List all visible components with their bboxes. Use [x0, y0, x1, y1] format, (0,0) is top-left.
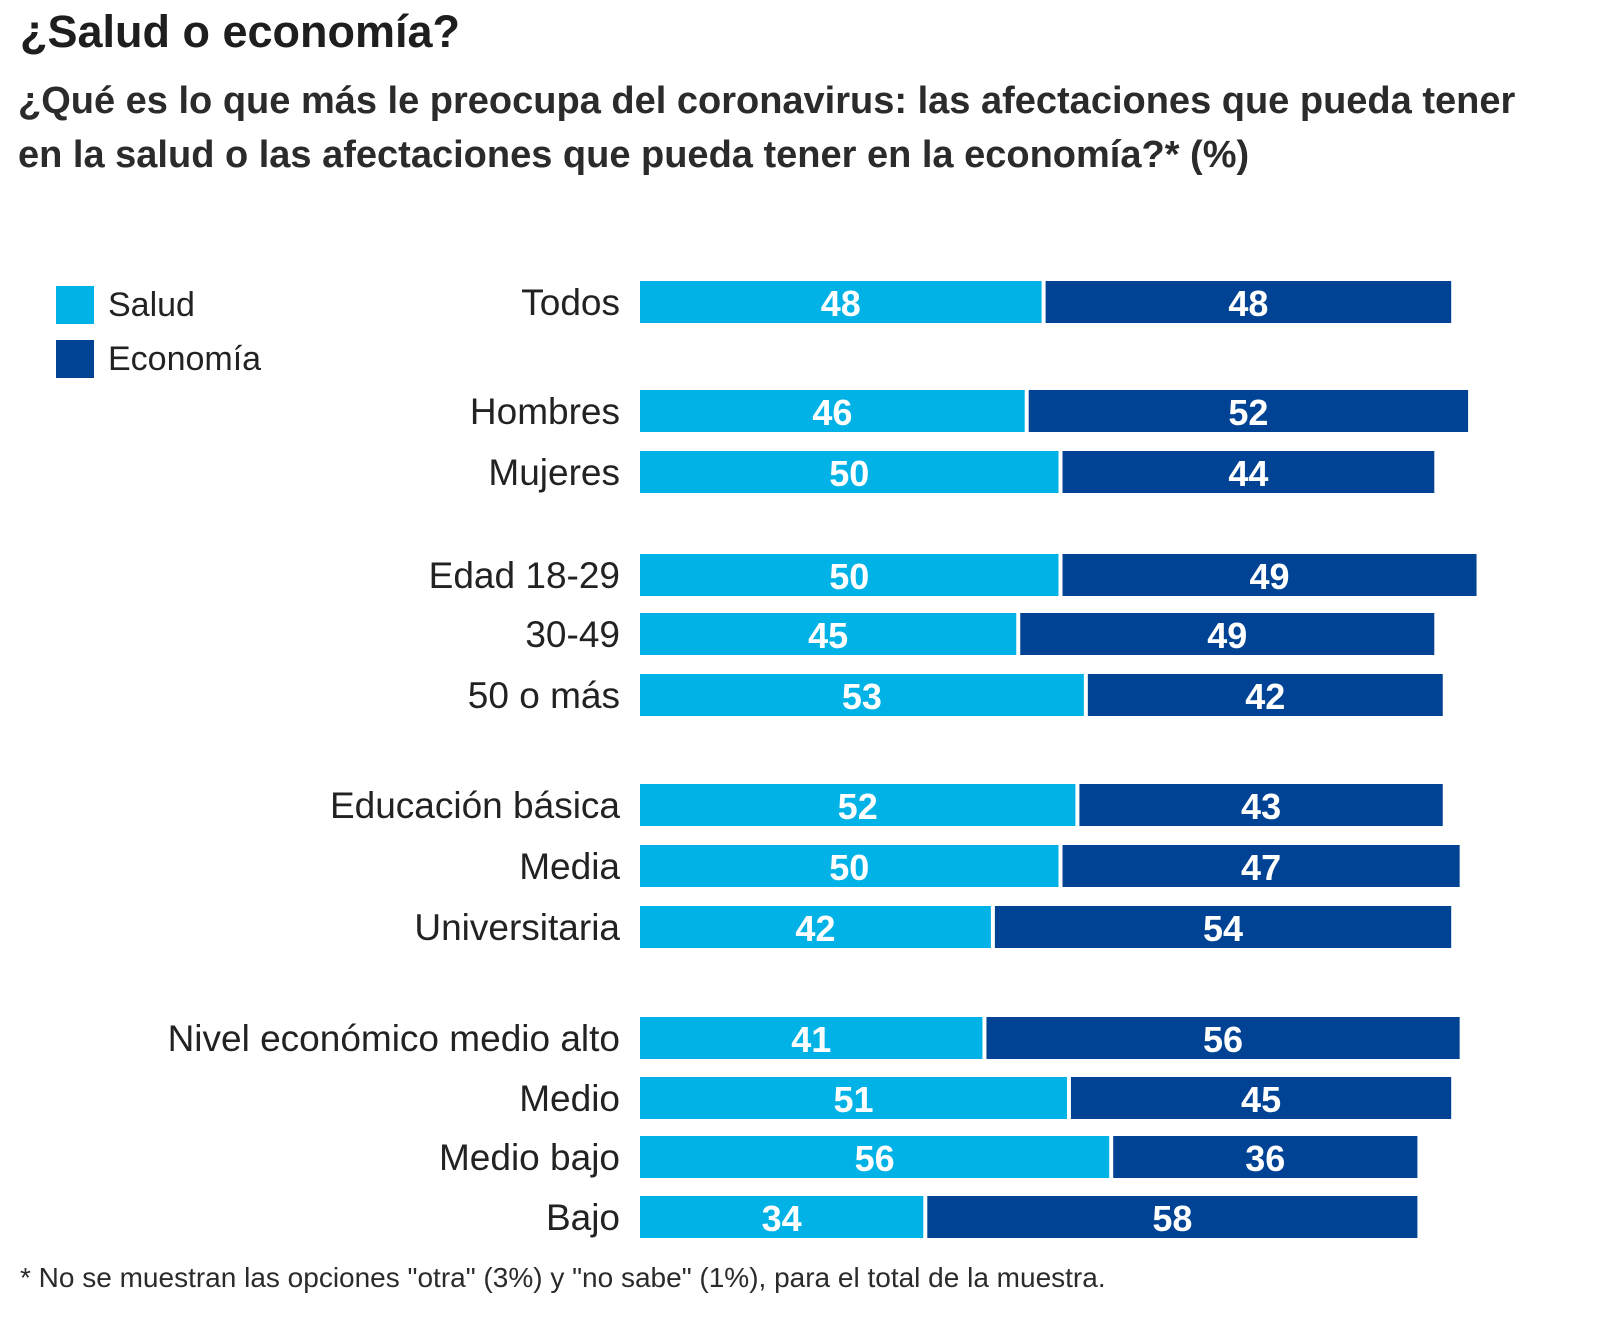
bar-salud: [640, 1196, 924, 1238]
data-label-economia: 58: [1152, 1198, 1192, 1239]
bar-salud: [640, 784, 1076, 826]
bar-row-2: Mujeres 50 44: [488, 451, 1435, 494]
bar-row-8: Universitaria 42 54: [414, 906, 1452, 949]
data-label-salud: 56: [855, 1138, 895, 1179]
bar-economia: [1062, 554, 1477, 596]
legend-label-salud: Salud: [108, 285, 195, 324]
bar-salud: [640, 1077, 1067, 1119]
data-label-economia: 45: [1241, 1079, 1281, 1120]
bar-salud: [640, 281, 1042, 323]
bar-salud: [640, 906, 991, 948]
category-label: Mujeres: [488, 452, 620, 493]
category-label: Hombres: [470, 391, 620, 432]
legend-item-salud: Salud: [56, 278, 261, 332]
data-label-salud: 48: [821, 283, 861, 324]
data-label-salud: 46: [812, 392, 852, 433]
data-label-salud: 50: [829, 453, 869, 494]
data-label-economia: 54: [1203, 908, 1243, 949]
bar-salud: [640, 1136, 1110, 1178]
category-label: Educación básica: [330, 785, 620, 826]
bar-salud: [640, 554, 1059, 596]
bar-row-9: Nivel económico medio alto 41 56: [168, 1017, 1460, 1060]
category-label: Universitaria: [414, 907, 620, 948]
bar-row-1: Hombres 46 52: [470, 390, 1469, 433]
data-label-economia: 49: [1207, 615, 1247, 656]
chart-title: ¿Salud o economía?: [20, 6, 461, 57]
bar-economia: [1070, 1077, 1452, 1119]
bar-economia: [994, 906, 1452, 948]
data-label-salud: 41: [791, 1019, 831, 1060]
data-label-economia: 36: [1245, 1138, 1285, 1179]
chart-subtitle: ¿Qué es lo que más le preocupa del coron…: [18, 80, 1516, 176]
legend-swatch-economia: [56, 340, 94, 378]
bar-economia: [1045, 281, 1452, 323]
category-label: 30-49: [525, 614, 620, 655]
category-label: Todos: [521, 282, 620, 323]
bar-economia: [1062, 845, 1460, 887]
bar-row-6: Educación básica 52 43: [330, 784, 1443, 827]
legend-swatch-salud: [56, 286, 94, 324]
data-label-economia: 49: [1250, 556, 1290, 597]
bar-economia: [1062, 451, 1435, 493]
data-label-economia: 56: [1203, 1019, 1243, 1060]
bar-row-10: Medio 51 45: [519, 1077, 1452, 1120]
bar-economia: [1113, 1136, 1418, 1178]
category-label: Medio bajo: [439, 1137, 620, 1178]
data-label-salud: 50: [829, 847, 869, 888]
data-label-salud: 42: [795, 908, 835, 949]
data-label-economia: 52: [1228, 392, 1268, 433]
bar-row-3: Edad 18-29 50 49: [429, 554, 1477, 597]
category-label: 50 o más: [468, 675, 620, 716]
bar-salud: [640, 451, 1059, 493]
category-label: Bajo: [546, 1197, 620, 1238]
legend: Salud Economía: [56, 278, 261, 386]
bar-row-12: Bajo 34 58: [546, 1196, 1418, 1239]
data-label-salud: 34: [762, 1198, 802, 1239]
data-label-economia: 47: [1241, 847, 1281, 888]
bar-economia: [1028, 390, 1469, 432]
data-label-economia: 42: [1245, 676, 1285, 717]
bar-row-7: Media 50 47: [519, 845, 1460, 888]
bar-row-0: Todos 48 48: [521, 281, 1452, 324]
bar-salud: [640, 674, 1084, 716]
bar-economia: [986, 1017, 1460, 1059]
bar-salud: [640, 390, 1025, 432]
legend-label-economia: Economía: [108, 339, 262, 378]
bar-salud: [640, 1017, 983, 1059]
data-label-salud: 50: [829, 556, 869, 597]
category-label: Edad 18-29: [429, 555, 620, 596]
bar-row-11: Medio bajo 56 36: [439, 1136, 1418, 1179]
bar-economia: [927, 1196, 1418, 1238]
bar-salud: [640, 613, 1017, 655]
data-label-economia: 44: [1228, 453, 1268, 494]
legend-item-economia: Economía: [56, 332, 261, 386]
bar-row-4: 30-49 45 49: [525, 613, 1435, 656]
bar-economia: [1079, 784, 1443, 826]
bar-economia: [1087, 674, 1443, 716]
category-label: Media: [519, 846, 620, 887]
bar-row-5: 50 o más 53 42: [468, 674, 1443, 717]
data-label-salud: 53: [842, 676, 882, 717]
data-label-salud: 45: [808, 615, 848, 656]
bar-salud: [640, 845, 1059, 887]
category-label: Medio: [519, 1078, 620, 1119]
category-label: Nivel económico medio alto: [168, 1018, 620, 1059]
footnote: * No se muestran las opciones "otra" (3%…: [20, 1262, 1106, 1293]
data-label-salud: 51: [833, 1079, 873, 1120]
data-label-economia: 43: [1241, 786, 1281, 827]
data-label-economia: 48: [1228, 283, 1268, 324]
bar-economia: [1020, 613, 1435, 655]
data-label-salud: 52: [838, 786, 878, 827]
